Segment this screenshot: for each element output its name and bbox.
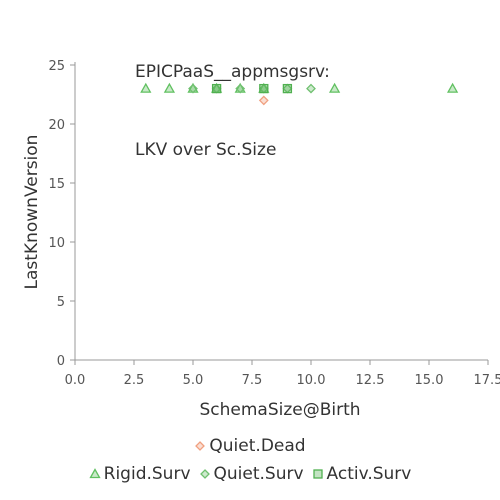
legend-label: Quiet.Dead — [209, 436, 306, 456]
y-tick-label: 10 — [48, 236, 65, 251]
data-point — [235, 83, 246, 94]
data-point — [446, 82, 459, 93]
legend-marker — [89, 468, 101, 479]
y-tick-label: 25 — [48, 59, 65, 74]
legend-item: Quiet.Dead — [194, 436, 306, 456]
x-tick-label: 7.5 — [242, 373, 263, 388]
chart-title-line-2: LKV over Sc.Size — [135, 140, 277, 160]
y-tick-label: 20 — [48, 118, 65, 133]
x-axis-ticks: 0.0 2.5 5.0 7.5 10.0 12.5 15.0 17.5 — [65, 360, 500, 388]
series-quiet-surv — [188, 83, 316, 94]
y-tick-label: 5 — [57, 295, 65, 310]
y-tick-label: 0 — [57, 354, 65, 369]
legend: Quiet.Dead Rigid.Surv Quiet.Surv Activ.Surv — [0, 433, 500, 489]
square-marker-icon — [312, 469, 323, 479]
diamond-marker-icon — [199, 469, 210, 479]
legend-item: Activ.Surv — [312, 464, 412, 484]
y-axis-ticks: 0 5 10 15 20 25 — [48, 59, 75, 369]
y-tick-label: 15 — [48, 177, 65, 192]
legend-label: Activ.Surv — [326, 464, 412, 484]
x-tick-label: 12.5 — [356, 373, 385, 388]
legend-item: Rigid.Surv — [89, 464, 191, 484]
chart-title: EPICPaaS__appmsgsrv: LKV over Sc.Size — [135, 7, 330, 189]
x-axis-label: SchemaSize@Birth — [199, 400, 360, 420]
legend-label: Quiet.Surv — [213, 464, 304, 484]
x-tick-label: 5.0 — [183, 373, 204, 388]
data-point — [282, 83, 293, 94]
data-point — [258, 95, 269, 106]
x-tick-label: 10.0 — [297, 373, 326, 388]
data-point — [211, 83, 222, 94]
x-tick-label: 0.0 — [65, 373, 86, 388]
data-points — [140, 82, 459, 106]
data-point — [328, 82, 341, 93]
axes — [74, 62, 488, 361]
x-tick-label: 2.5 — [124, 373, 145, 388]
y-axis-label: LastKnownVersion — [22, 135, 42, 290]
triangle-marker-icon — [89, 468, 101, 479]
legend-marker — [312, 469, 323, 479]
data-point — [163, 82, 176, 93]
data-point — [140, 82, 152, 93]
legend-marker — [195, 441, 206, 451]
x-tick-label: 15.0 — [415, 373, 444, 388]
scatter-chart: 0.0 2.5 5.0 7.5 10.0 12.5 15.0 17.5 0510152025 … — [22, 59, 500, 420]
data-point — [188, 83, 198, 94]
data-point — [259, 83, 269, 94]
diamond-marker-icon — [195, 441, 206, 451]
legend-label: Rigid.Surv — [103, 464, 191, 484]
series-quiet-dead — [258, 95, 269, 106]
legend-row: Quiet.Dead — [0, 433, 500, 459]
data-point — [306, 83, 316, 94]
legend-item: Quiet.Surv — [199, 464, 304, 484]
legend-row: Rigid.Surv Quiet.Surv Activ.Surv — [0, 461, 500, 487]
x-tick-label: 17.5 — [474, 373, 500, 388]
legend-marker — [199, 469, 210, 479]
chart-title-line-1: EPICPaaS__appmsgsrv: — [135, 62, 330, 82]
series-activ-surv — [211, 83, 293, 94]
